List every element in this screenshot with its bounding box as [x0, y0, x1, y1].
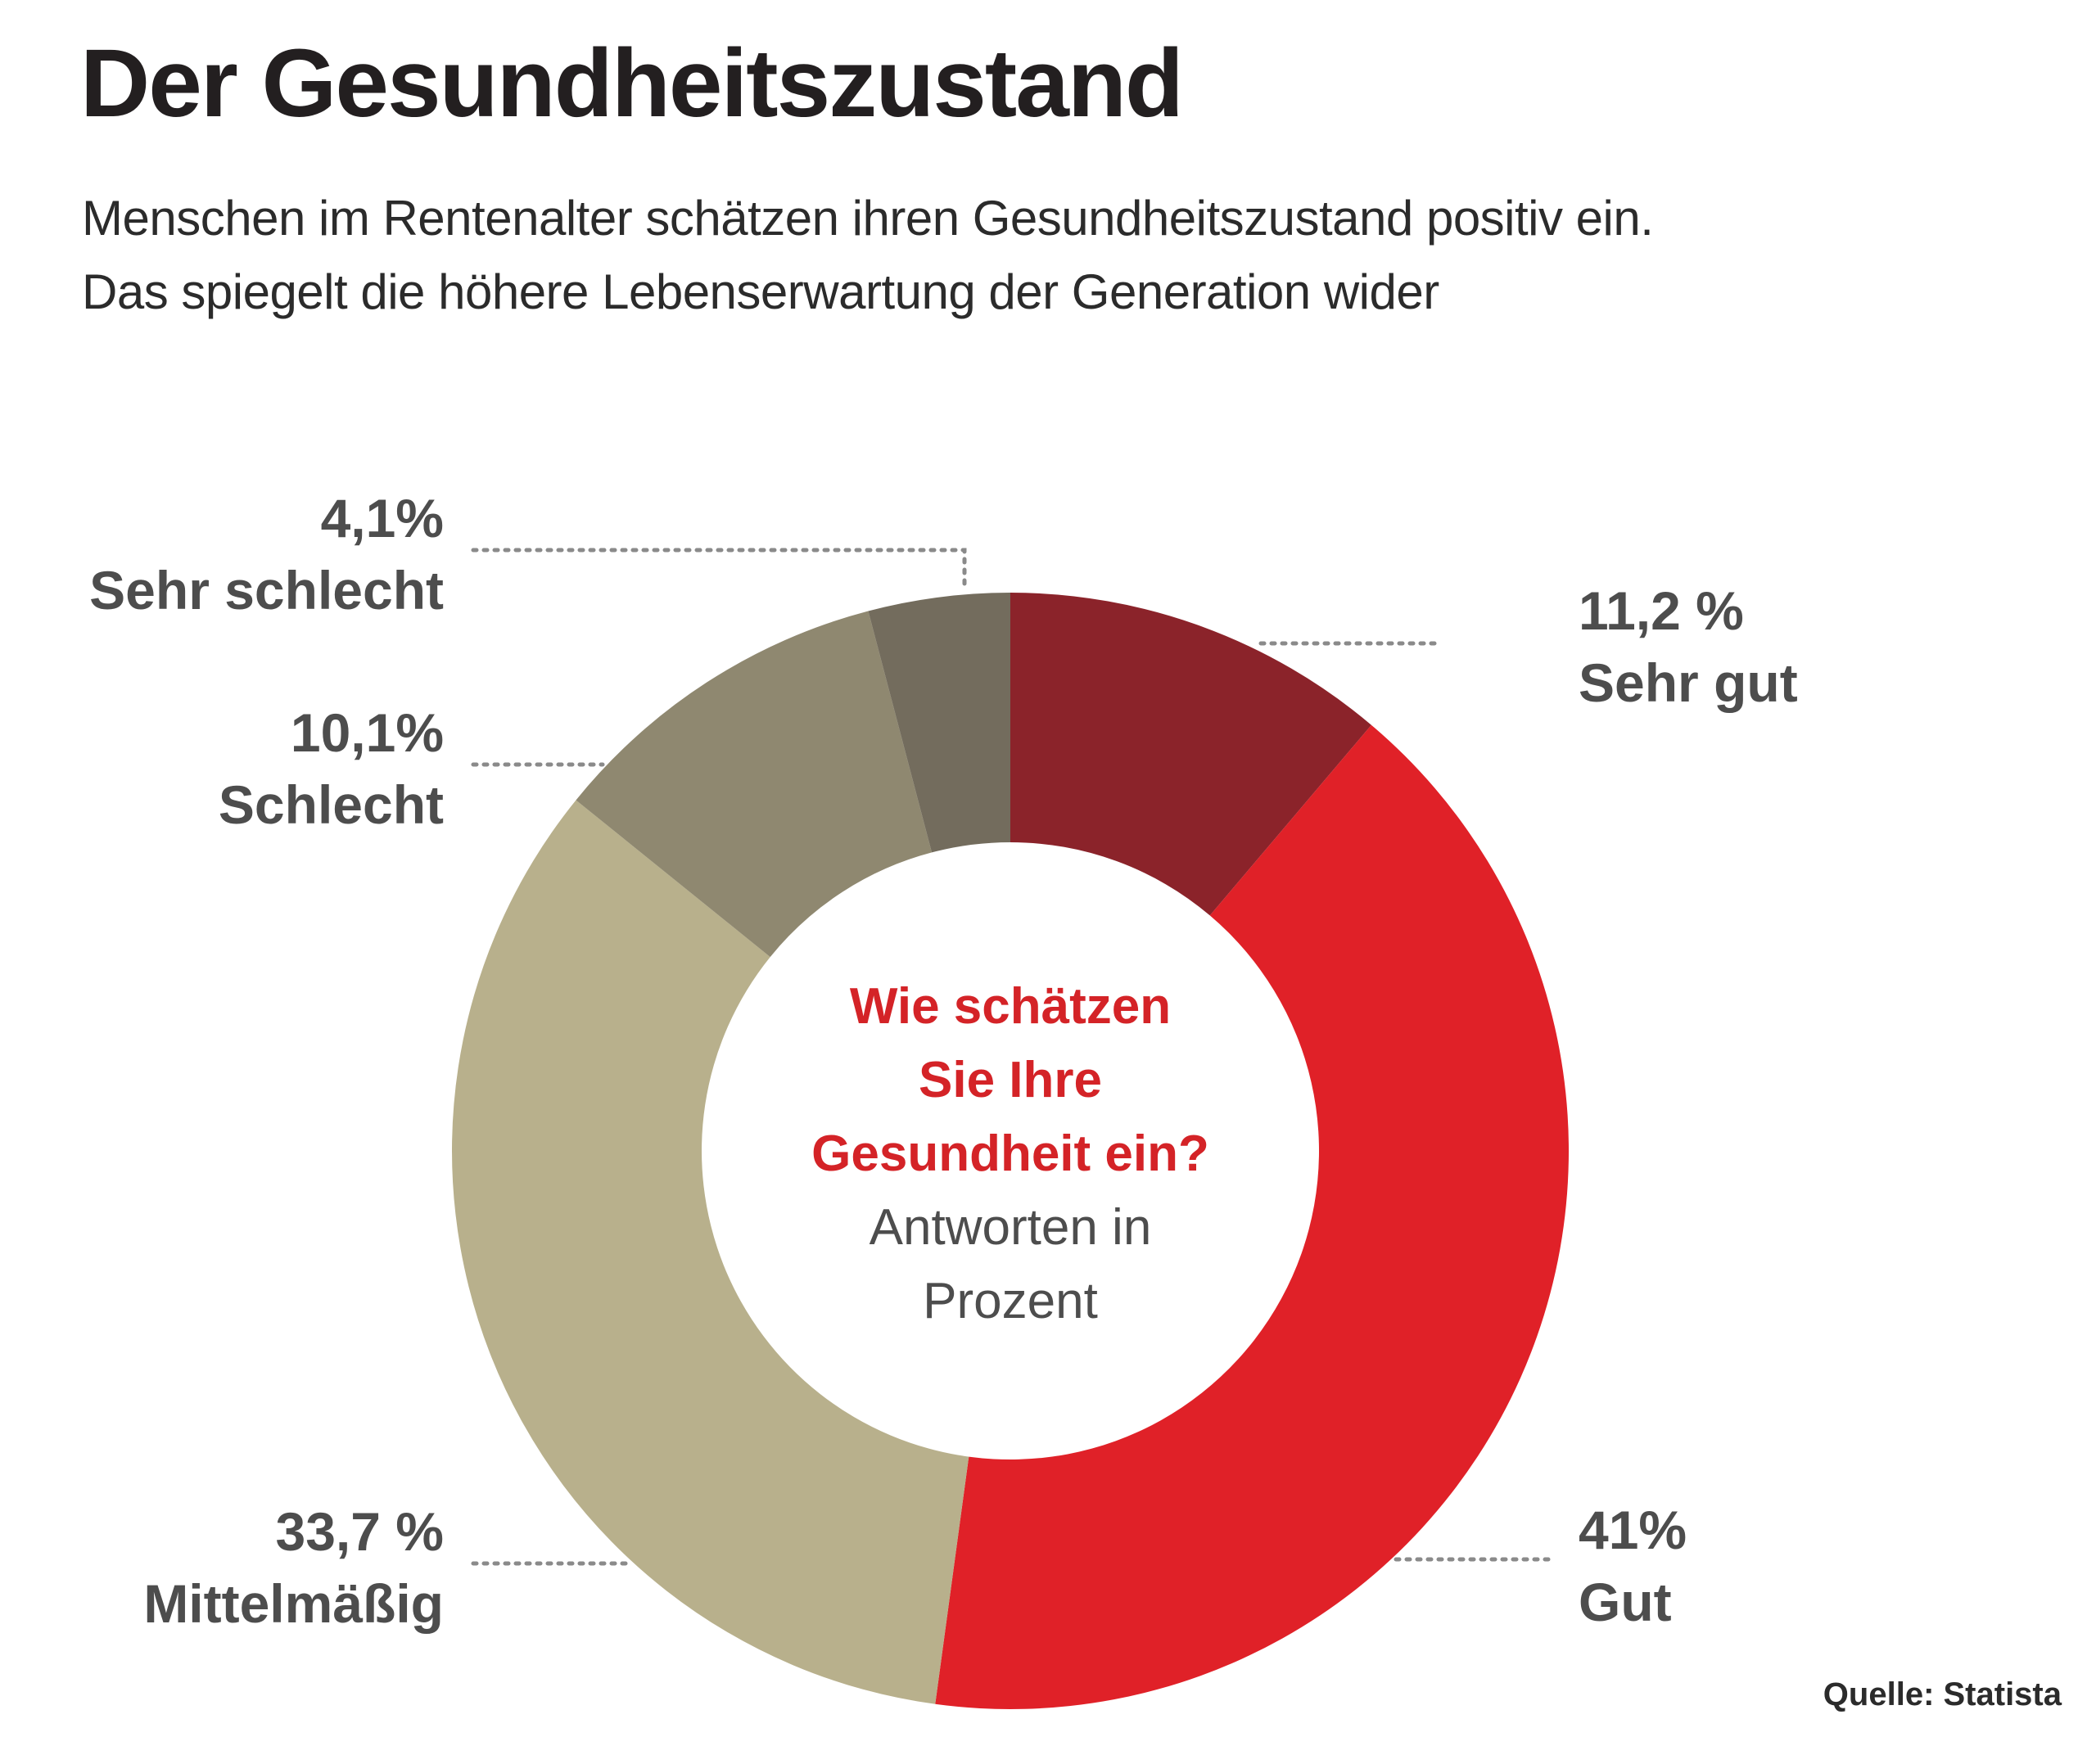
slice-label-mittelmaessig: 33,7 % Mittelmäßig	[143, 1505, 444, 1631]
slice-label-schlecht: 10,1% Schlecht	[219, 706, 444, 832]
chart-subtitle: Menschen im Rentenalter schätzen ihren G…	[82, 182, 1654, 329]
slice-value: 10,1%	[290, 702, 444, 763]
slice-label-sehr-schlecht: 4,1% Sehr schlecht	[89, 491, 444, 617]
chart-title: Der Gesundheitszustand	[80, 29, 1184, 138]
leader-line-sehr-schlecht	[471, 548, 967, 592]
donut-slice-sehr-schlecht	[868, 593, 1010, 853]
slice-name: Mittelmäßig	[143, 1573, 444, 1634]
slice-value: 33,7 %	[275, 1501, 444, 1562]
slice-label-gut: 41% Gut	[1579, 1503, 1687, 1629]
leader-lines	[471, 548, 1556, 1566]
slice-value: 11,2 %	[1579, 580, 1744, 641]
donut-slice-schlecht	[576, 611, 933, 958]
center-note-line-1: Antworten in	[869, 1199, 1152, 1256]
slice-name: Schlecht	[218, 774, 444, 835]
slice-label-sehr-gut: 11,2 % Sehr gut	[1579, 584, 1798, 710]
donut-slice-gut	[935, 724, 1569, 1709]
subtitle-line-1: Menschen im Rentenalter schätzen ihren G…	[82, 191, 1654, 246]
slice-name: Gut	[1579, 1572, 1672, 1632]
center-question-line-3: Gesundheit ein?	[811, 1126, 1209, 1182]
slice-value: 4,1%	[320, 488, 444, 548]
center-question-line-2: Sie Ihre	[919, 1052, 1102, 1108]
center-question-line-1: Wie schätzen	[849, 978, 1172, 1035]
donut-slices	[452, 593, 1569, 1709]
donut-slice-mittelmaessig	[452, 800, 969, 1704]
donut-center-text: Wie schätzen Sie Ihre Gesundheit ein? An…	[765, 970, 1256, 1338]
subtitle-line-2: Das spiegelt die höhere Lebenserwartung …	[82, 264, 1439, 319]
slice-name: Sehr schlecht	[89, 560, 444, 620]
slice-value: 41%	[1579, 1500, 1687, 1560]
donut-slice-sehr-gut	[1010, 593, 1371, 916]
center-note-line-2: Prozent	[923, 1273, 1098, 1329]
source-note: Quelle: Statista	[1823, 1676, 2062, 1712]
slice-name: Sehr gut	[1579, 652, 1798, 713]
